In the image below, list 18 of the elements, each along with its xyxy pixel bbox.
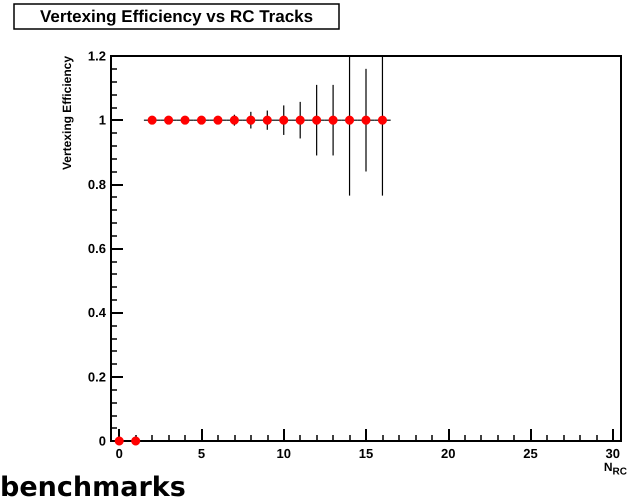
x-tick-label: 5 — [198, 446, 206, 461]
x-axis-title: N$_{RC}$ — [604, 460, 627, 478]
chart-title: Vertexing Efficiency vs RC Tracks — [40, 7, 314, 26]
y-tick-label: 0.8 — [88, 176, 106, 192]
y-tick-label: 1.2 — [88, 48, 106, 64]
y-tick-label: 0.6 — [88, 241, 106, 256]
x-tick-label: 0 — [116, 446, 123, 461]
y-axis-title: Vertexing Efficiency — [60, 56, 74, 170]
x-tick-label: 30 — [606, 446, 620, 461]
text: benchmarks — [0, 472, 186, 503]
x-tick-label: 20 — [441, 446, 456, 461]
x-tick-label: 25 — [523, 446, 538, 461]
y-tick-label: 0.2 — [88, 369, 106, 384]
y-tick-label: 0.4 — [88, 305, 107, 320]
x-tick-label: 15 — [358, 446, 374, 461]
y-tick-label: 0 — [98, 434, 106, 448]
x-tick-label: 10 — [276, 446, 291, 461]
y-tick-label: 1 — [98, 112, 106, 128]
